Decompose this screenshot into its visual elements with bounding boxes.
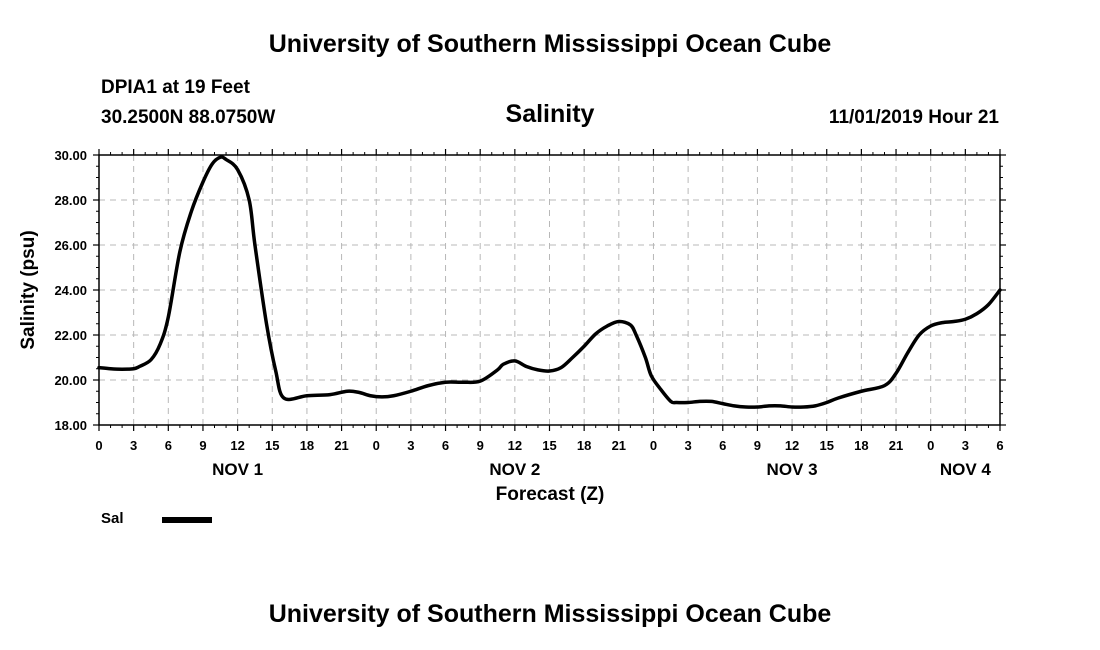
y-tick-label: 18.00: [54, 418, 87, 433]
x-tick-label: 6: [442, 438, 449, 453]
y-tick-label: 24.00: [54, 283, 87, 298]
day-label: NOV 1: [212, 460, 263, 479]
x-tick-label: 0: [95, 438, 102, 453]
x-tick-label: 21: [889, 438, 903, 453]
x-tick-label: 15: [542, 438, 556, 453]
x-tick-label: 15: [265, 438, 279, 453]
footer-title: University of Southern Mississippi Ocean…: [268, 600, 832, 628]
x-tick-label: 3: [130, 438, 137, 453]
x-tick-label: 3: [684, 438, 691, 453]
y-tick-label: 30.00: [54, 148, 87, 163]
x-tick-label: 18: [577, 438, 591, 453]
x-tick-label: 9: [199, 438, 206, 453]
x-tick-label: 15: [819, 438, 833, 453]
legend-label: Sal: [101, 510, 124, 527]
x-tick-label: 3: [962, 438, 969, 453]
x-tick-label: 6: [996, 438, 1003, 453]
x-tick-label: 9: [477, 438, 484, 453]
forecast-datetime: 11/01/2019 Hour 21: [828, 107, 999, 128]
variable-title: Salinity: [505, 100, 595, 128]
x-tick-label: 12: [508, 438, 522, 453]
x-tick-label: 12: [230, 438, 244, 453]
x-tick-label: 0: [650, 438, 657, 453]
chart-title: University of Southern Mississippi Ocean…: [268, 30, 832, 58]
x-tick-label: 12: [785, 438, 799, 453]
y-tick-label: 28.00: [54, 193, 87, 208]
day-labels: NOV 1 NOV 2 NOV 3 NOV 4: [212, 460, 991, 479]
x-tick-label: 3: [407, 438, 414, 453]
series-line-sal: [97, 155, 1002, 409]
y-tick-label: 20.00: [54, 373, 87, 388]
y-tick-label: 26.00: [54, 238, 87, 253]
x-tick-label: 21: [612, 438, 626, 453]
y-tick-label: 22.00: [54, 328, 87, 343]
x-tick-label: 0: [373, 438, 380, 453]
station-label: DPIA1 at 19 Feet: [101, 77, 250, 98]
x-tick-label: 0: [927, 438, 934, 453]
legend-swatch: [162, 517, 212, 523]
x-tick-label: 6: [719, 438, 726, 453]
y-axis-label: Salinity (psu): [18, 230, 39, 349]
day-label: NOV 3: [767, 460, 818, 479]
x-tick-label: 18: [854, 438, 868, 453]
day-label: NOV 2: [489, 460, 540, 479]
day-label: NOV 4: [940, 460, 992, 479]
series-group: [97, 155, 1002, 409]
x-tick-label: 18: [300, 438, 314, 453]
y-axis: 18.00 20.00 22.00 24.00 26.00 28.00 30.00: [54, 148, 1006, 433]
x-axis-label: Forecast (Z): [496, 484, 605, 505]
grid-lines: [99, 155, 1000, 425]
x-tick-label: 21: [334, 438, 348, 453]
station-coordinates: 30.2500N 88.0750W: [101, 107, 276, 128]
x-tick-label: 6: [165, 438, 172, 453]
x-axis: 0 3 6 9 12 15 18 21 0 3 6 9 12 15 18 21 0 3 6 9 12 15 18 21 0 3 6: [95, 149, 1004, 453]
x-tick-label: 9: [754, 438, 761, 453]
